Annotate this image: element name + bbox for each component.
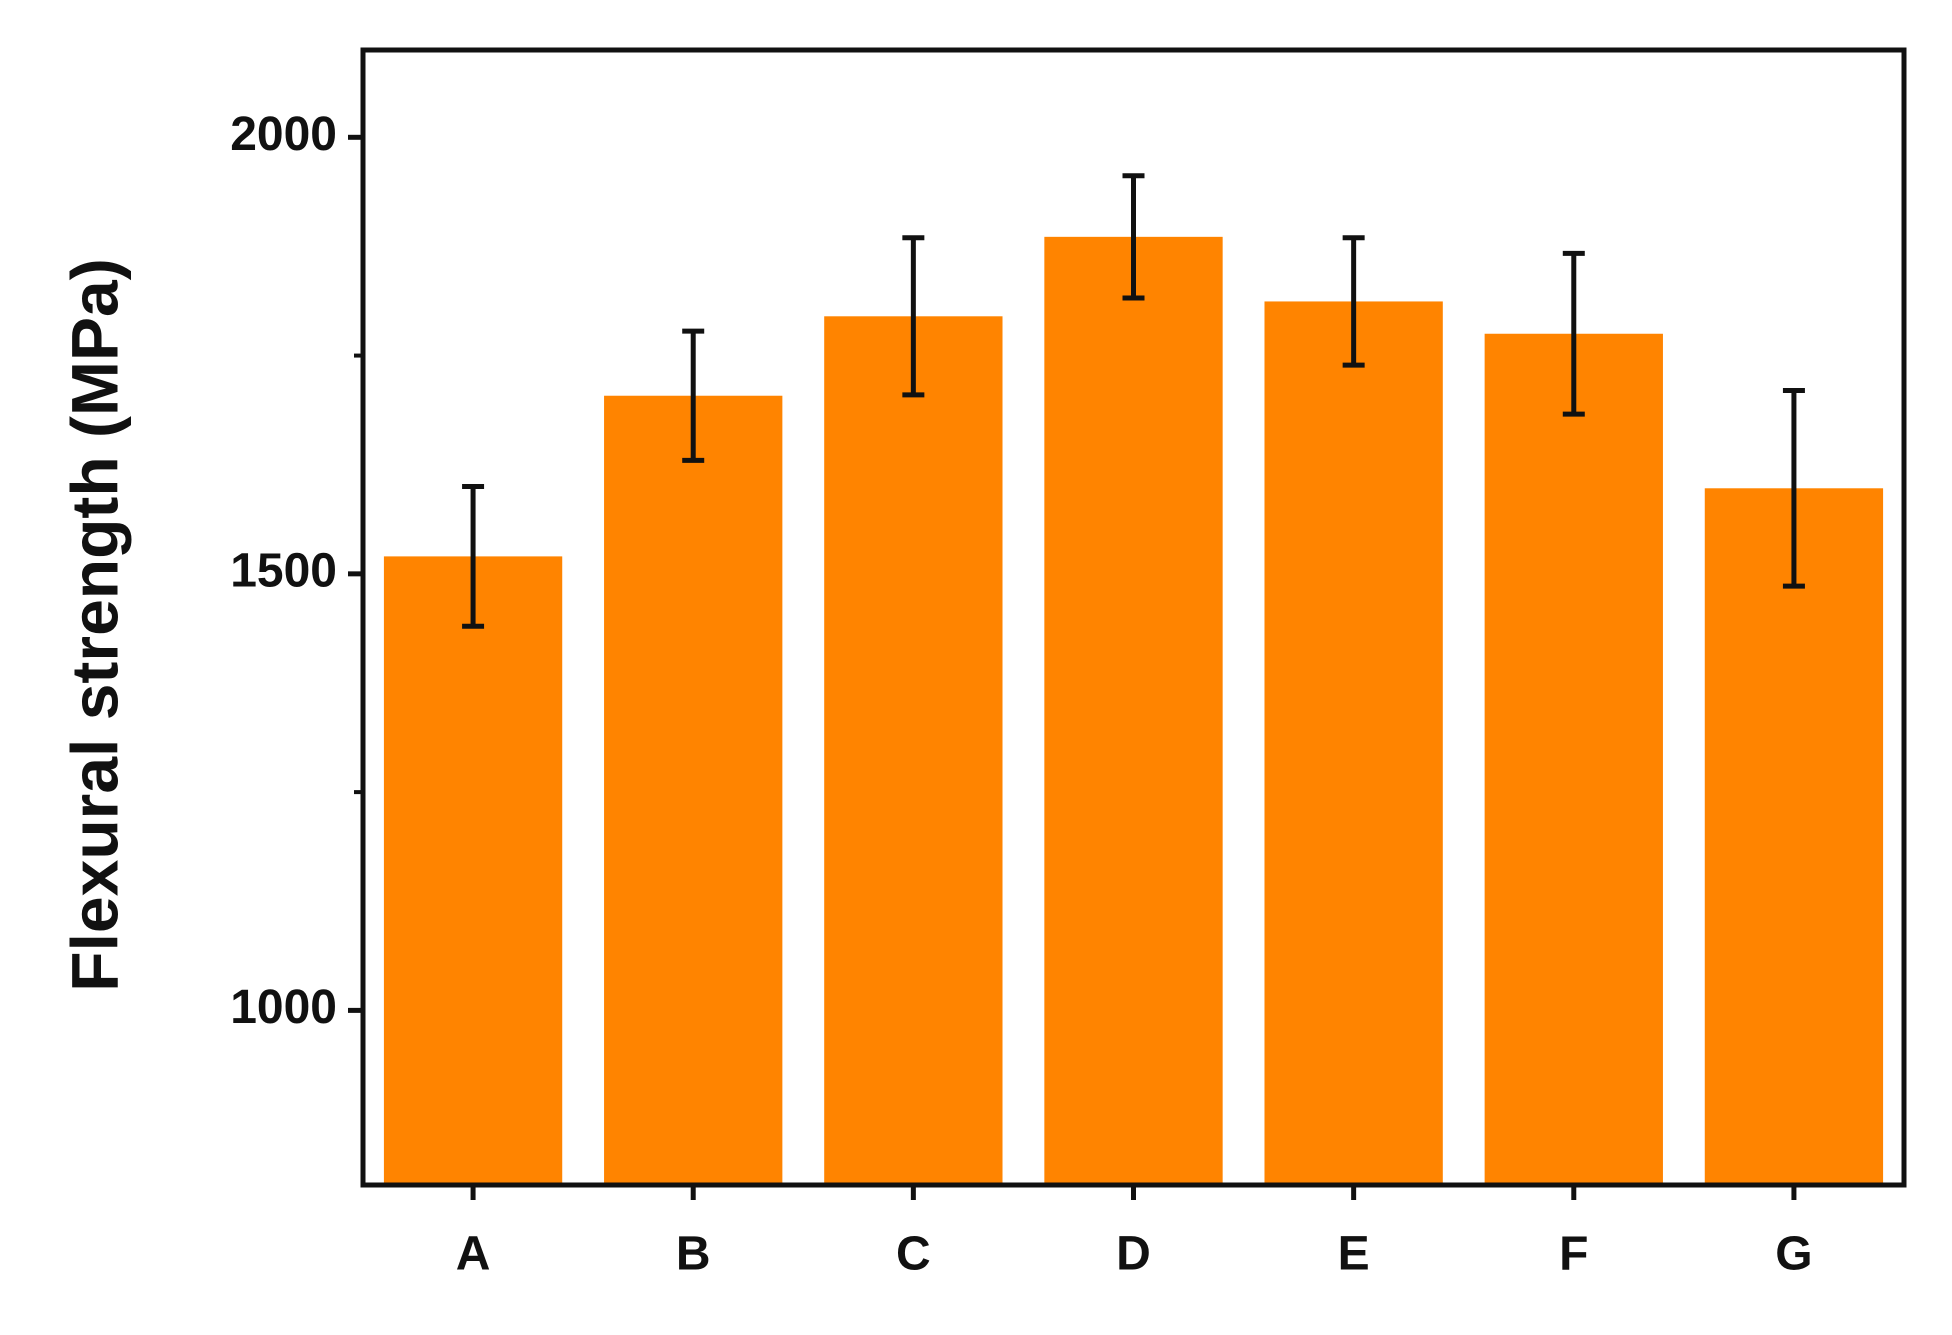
- error-bar: [1782, 388, 1805, 589]
- x-tick-label: A: [456, 1228, 491, 1281]
- x-tick-label: D: [1116, 1228, 1151, 1281]
- bar: [383, 556, 563, 1185]
- bar: [1264, 301, 1443, 1185]
- y-tick-label: 2000: [230, 108, 337, 161]
- x-tick-label: G: [1775, 1228, 1812, 1281]
- x-tick-label: B: [676, 1228, 711, 1281]
- error-bar: [1122, 173, 1145, 301]
- error-bar: [682, 328, 705, 463]
- error-bar: [1562, 250, 1585, 417]
- error-bar: [462, 484, 485, 629]
- y-axis-label: Flexural strength (MPa): [57, 258, 131, 991]
- plot-frame: [360, 47, 1907, 1188]
- bar: [1704, 488, 1884, 1185]
- bar: [824, 316, 1003, 1185]
- x-tick-label: E: [1338, 1228, 1370, 1281]
- bar: [1484, 333, 1663, 1185]
- error-bar: [1342, 235, 1365, 368]
- y-tick-label: 1500: [230, 545, 337, 598]
- y-tick-label: 1000: [230, 981, 337, 1034]
- x-tick-label: F: [1559, 1228, 1588, 1281]
- bar: [1044, 236, 1223, 1186]
- bar: [604, 395, 783, 1185]
- x-tick-label: C: [896, 1228, 931, 1281]
- error-bar: [902, 235, 925, 398]
